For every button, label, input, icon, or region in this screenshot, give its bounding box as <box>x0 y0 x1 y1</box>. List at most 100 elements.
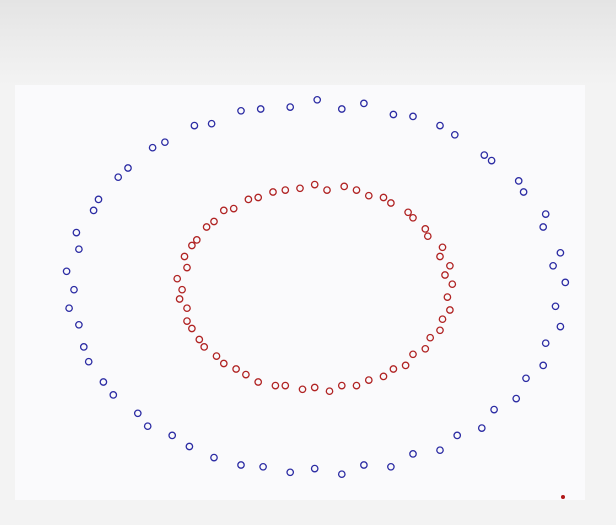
data-point <box>379 372 388 381</box>
data-point <box>99 378 108 386</box>
data-point <box>387 199 395 207</box>
data-point <box>340 182 349 191</box>
data-point <box>450 130 459 139</box>
data-point <box>487 156 496 165</box>
data-point <box>310 464 319 473</box>
data-point <box>387 462 395 471</box>
data-point <box>556 248 565 257</box>
data-point <box>310 180 319 189</box>
outer-ring-series <box>62 95 570 479</box>
data-point <box>183 317 191 325</box>
data-point <box>310 383 319 392</box>
data-point <box>446 261 454 270</box>
inner-ring-series <box>173 180 457 396</box>
data-point <box>188 324 196 333</box>
data-point <box>364 191 373 200</box>
data-point <box>539 361 548 370</box>
data-point <box>389 365 398 373</box>
data-point <box>192 236 201 244</box>
data-point <box>195 335 204 344</box>
data-point <box>229 204 238 213</box>
data-point <box>219 206 228 215</box>
data-point <box>421 344 430 353</box>
data-point <box>89 206 98 215</box>
data-point <box>519 188 528 196</box>
data-point <box>72 228 81 237</box>
data-point <box>256 105 265 113</box>
data-point <box>438 243 447 252</box>
data-point <box>210 217 218 226</box>
data-point <box>360 99 368 108</box>
data-point <box>438 315 447 324</box>
data-point <box>70 285 78 294</box>
data-point <box>254 193 263 202</box>
data-point <box>443 293 452 301</box>
data-point <box>409 213 417 222</box>
data-point <box>480 151 489 159</box>
data-point <box>409 350 417 359</box>
data-point <box>441 271 449 279</box>
data-point <box>426 333 435 342</box>
data-point <box>409 450 417 458</box>
data-point <box>185 442 194 451</box>
data-point <box>180 252 189 261</box>
data-point <box>337 470 346 479</box>
data-point <box>379 193 388 202</box>
data-point <box>219 359 228 368</box>
data-point <box>313 95 322 104</box>
data-point <box>133 409 142 418</box>
data-point <box>453 431 462 440</box>
data-point <box>281 186 290 194</box>
data-point <box>237 106 245 115</box>
data-point <box>281 381 290 390</box>
data-point <box>124 164 132 172</box>
data-point <box>436 252 444 261</box>
data-point <box>114 173 123 182</box>
data-point <box>175 295 184 303</box>
data-point <box>514 177 523 185</box>
plot-area <box>15 85 585 500</box>
data-point <box>212 352 221 360</box>
cursor-dot <box>561 495 565 499</box>
data-point <box>337 105 346 113</box>
data-point <box>84 357 93 366</box>
data-point <box>188 241 196 250</box>
data-point <box>512 394 521 403</box>
data-point <box>148 143 157 152</box>
data-point <box>269 188 277 196</box>
data-point <box>298 385 307 394</box>
data-point <box>75 320 83 329</box>
data-point <box>436 446 444 455</box>
data-point <box>244 195 253 204</box>
data-point <box>549 261 557 270</box>
data-point <box>561 278 570 287</box>
data-point <box>352 186 361 194</box>
data-point <box>168 431 177 440</box>
data-point <box>490 405 498 414</box>
data-point <box>94 195 103 204</box>
data-point <box>423 232 432 241</box>
data-point <box>556 322 565 331</box>
data-point <box>202 223 211 231</box>
data-point <box>178 285 186 294</box>
data-point <box>75 245 83 254</box>
data-point <box>259 462 267 471</box>
data-point <box>232 365 240 373</box>
data-point <box>65 304 73 313</box>
data-point <box>271 381 280 390</box>
data-point <box>161 138 169 147</box>
data-point <box>79 343 88 351</box>
data-point <box>448 280 457 289</box>
data-point <box>436 121 444 130</box>
data-point <box>183 263 191 272</box>
data-point <box>286 468 295 477</box>
data-point <box>404 208 412 217</box>
data-point <box>364 376 373 384</box>
data-point <box>207 119 216 128</box>
data-point <box>286 103 295 111</box>
data-point <box>183 304 191 313</box>
data-point <box>541 210 550 218</box>
data-point <box>409 112 417 121</box>
data-point <box>62 267 71 276</box>
data-point <box>190 121 199 130</box>
